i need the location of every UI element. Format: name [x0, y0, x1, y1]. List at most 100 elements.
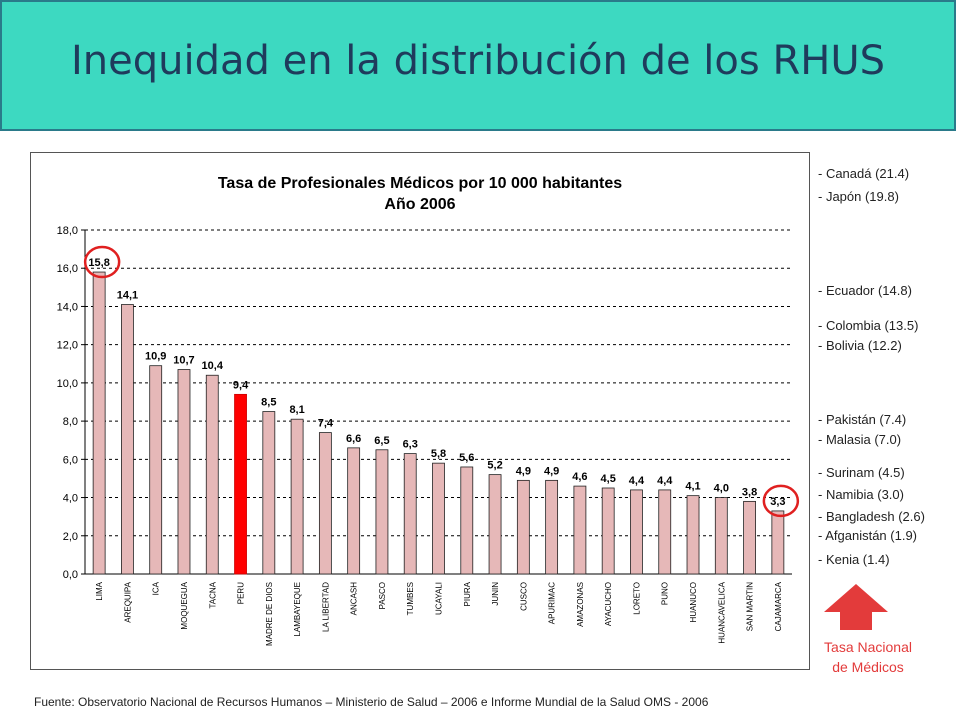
x-tick-label: JUNIN [491, 582, 500, 606]
y-tick-label: 8,0 [63, 416, 78, 428]
bar [375, 449, 389, 575]
data-label: 8,1 [289, 404, 304, 416]
x-tick-label: HUANCAVELICA [717, 581, 726, 643]
data-label: 7,4 [318, 418, 334, 430]
country-rate-item: - Namibia (3.0) [818, 487, 904, 502]
chart-title-line2: Año 2006 [384, 196, 456, 213]
bar [262, 411, 276, 575]
data-label: 10,4 [202, 360, 224, 372]
y-tick-label: 4,0 [63, 493, 78, 505]
bar [743, 500, 756, 575]
x-tick-label: PIURA [463, 581, 472, 606]
y-tick-label: 2,0 [63, 531, 78, 543]
bar [601, 487, 615, 575]
y-tick-label: 16,0 [57, 263, 78, 275]
data-label: 14,1 [117, 290, 138, 302]
country-rate-item: - Bolivia (12.2) [818, 338, 902, 353]
data-label: 5,8 [431, 448, 446, 460]
bar [714, 497, 728, 575]
x-tick-label: AYACUCHO [604, 582, 613, 626]
legend-line1: Tasa Nacional [824, 639, 912, 655]
x-tick-label: PUNO [661, 582, 670, 605]
country-rate-item: - Afganistán (1.9) [818, 528, 917, 543]
chart-title-line1: Tasa de Profesionales Médicos por 10 000… [217, 175, 623, 192]
x-tick-label: LA LIBERTAD [321, 582, 330, 632]
bar [121, 304, 134, 575]
bar [432, 462, 445, 575]
data-label: 5,6 [459, 452, 474, 464]
bar [658, 489, 672, 575]
x-tick-label: PERU [237, 582, 246, 604]
x-tick-label: MOQUEGUA [180, 581, 189, 629]
national-rate-legend: Tasa Nacional de Médicos [806, 637, 930, 677]
bar [460, 466, 474, 575]
highlight-circle [83, 245, 121, 279]
data-label: 4,4 [657, 475, 673, 487]
x-tick-label: ANCASH [350, 582, 359, 616]
x-tick-label: PASCO [378, 582, 387, 609]
bar [347, 447, 361, 575]
x-tick-label: UCAYALI [435, 582, 444, 615]
bar [573, 485, 587, 575]
bar [545, 479, 559, 575]
country-rate-item: - Canadá (21.4) [818, 166, 910, 181]
y-tick-label: 12,0 [57, 340, 78, 352]
data-label: 10,9 [145, 351, 166, 363]
data-label: 4,1 [685, 481, 700, 493]
bar [630, 489, 643, 575]
country-rate-item: - Ecuador (14.8) [818, 283, 912, 298]
bar [177, 369, 191, 575]
title-banner [0, 0, 956, 131]
x-tick-label: APURIMAC [548, 582, 557, 624]
data-label: 15,8 [88, 257, 109, 269]
y-tick-label: 6,0 [63, 454, 78, 466]
bar [771, 510, 785, 575]
bar [403, 453, 417, 575]
data-label: 4,4 [629, 475, 645, 487]
data-label: 4,0 [714, 483, 729, 495]
bar [318, 432, 332, 575]
x-tick-label: CAJAMARCA [774, 581, 783, 631]
data-label: 6,6 [346, 433, 361, 445]
bar [234, 393, 247, 575]
bar [290, 418, 304, 575]
country-rate-item: - Kenia (1.4) [818, 552, 890, 567]
country-rate-item: - Malasia (7.0) [818, 432, 902, 447]
bar [516, 479, 530, 575]
x-tick-label: TACNA [208, 581, 217, 608]
data-label: 10,7 [173, 355, 194, 367]
legend-line2: de Médicos [832, 659, 904, 675]
data-label: 3,8 [742, 486, 757, 498]
bar [149, 365, 163, 575]
x-tick-label: AMAZONAS [576, 582, 585, 627]
data-label: 6,3 [403, 439, 418, 451]
x-tick-label: LIMA [95, 581, 104, 600]
source-footnote: Fuente: Observatorio Nacional de Recurso… [34, 695, 709, 709]
country-rate-item: - Surinam (4.5) [818, 465, 905, 480]
country-rate-item: - Japón (19.8) [818, 189, 899, 204]
page-title: Inequidad en la distribución de los RHUS [70, 38, 885, 84]
bar [92, 271, 106, 575]
data-label: 3,3 [770, 496, 785, 508]
data-label: 5,2 [487, 460, 502, 472]
bar [488, 474, 502, 575]
data-label: 4,6 [572, 471, 587, 483]
x-tick-label: AREQUIPA [123, 581, 132, 622]
x-tick-label: ICA [152, 581, 161, 595]
x-tick-label: HUANUCO [689, 582, 698, 622]
y-tick-label: 0,0 [63, 569, 78, 581]
country-rate-item: - Colombia (13.5) [818, 318, 919, 333]
x-tick-label: LAMBAYEQUE [293, 582, 302, 637]
data-label: 8,5 [261, 397, 276, 409]
data-label: 4,9 [516, 465, 531, 477]
country-rate-item: - Pakistán (7.4) [818, 412, 907, 427]
y-tick-label: 10,0 [57, 378, 78, 390]
highlight-circle [762, 484, 800, 518]
country-rate-item: - Bangladesh (2.6) [818, 509, 925, 524]
bar [205, 374, 219, 575]
data-label: 4,9 [544, 465, 559, 477]
y-tick-label: 14,0 [57, 301, 78, 313]
y-tick-label: 18,0 [57, 225, 78, 237]
x-tick-label: CUSCO [519, 582, 528, 611]
